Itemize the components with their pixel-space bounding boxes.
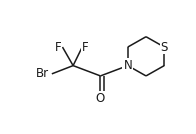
Text: F: F <box>82 40 89 54</box>
Text: S: S <box>161 40 168 54</box>
Text: F: F <box>55 40 61 54</box>
Text: O: O <box>96 92 105 105</box>
Text: N: N <box>123 59 132 72</box>
Text: Br: Br <box>36 67 49 80</box>
